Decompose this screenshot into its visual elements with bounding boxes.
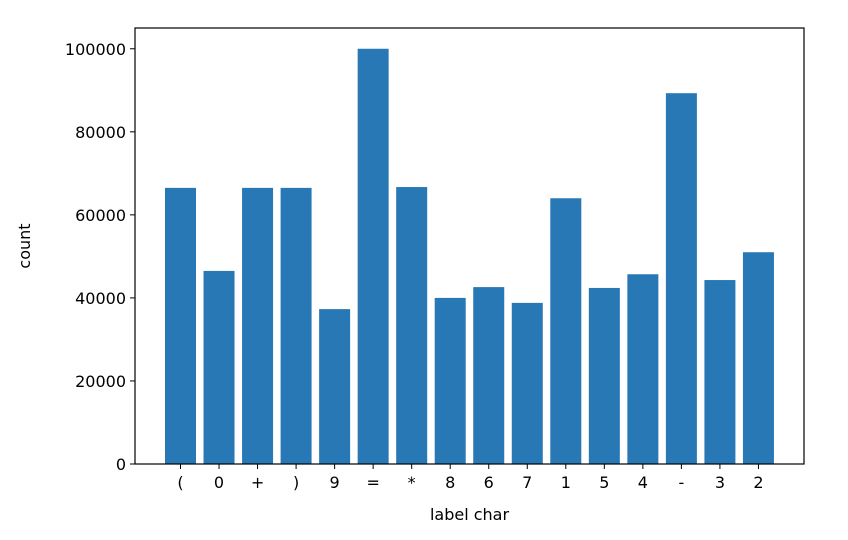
bar-13 <box>665 93 697 464</box>
y-axis-ticks: 0 20000 40000 60000 80000 100000 <box>65 40 135 474</box>
bars-group <box>165 48 774 465</box>
plot-area <box>135 28 804 464</box>
y-tick-label: 20000 <box>75 372 126 391</box>
bar-8 <box>473 287 505 464</box>
bar-5 <box>357 48 389 464</box>
bar-2 <box>242 187 274 464</box>
x-tick-label: 6 <box>484 473 494 492</box>
bar-0 <box>165 187 196 464</box>
plot-frame <box>134 27 805 465</box>
x-tick-label: * <box>408 473 416 492</box>
x-tick-label: 4 <box>638 473 648 492</box>
x-tick-label: 8 <box>445 473 455 492</box>
bar-10 <box>550 198 582 464</box>
bar-11 <box>588 287 620 464</box>
bar-15 <box>742 252 774 464</box>
bar-7 <box>434 297 466 464</box>
x-axis-label: label char <box>430 505 510 524</box>
y-axis-label: count <box>15 223 34 268</box>
x-tick-label: 5 <box>599 473 609 492</box>
y-tick-label: 0 <box>116 455 126 474</box>
y-tick-label: 60000 <box>75 206 126 225</box>
x-tick-label: ( <box>177 473 183 492</box>
bar-4 <box>319 309 351 464</box>
bar-1 <box>203 270 235 464</box>
x-tick-label: 1 <box>561 473 571 492</box>
bar-9 <box>511 302 543 464</box>
x-tick-label: = <box>366 473 379 492</box>
x-tick-label: 3 <box>715 473 725 492</box>
x-tick-label: 9 <box>330 473 340 492</box>
bar-12 <box>627 274 659 464</box>
y-tick-label: 100000 <box>65 40 126 59</box>
x-tick-label: 7 <box>522 473 532 492</box>
y-tick-label: 40000 <box>75 289 126 308</box>
x-tick-label: ) <box>293 473 299 492</box>
x-tick-label: + <box>251 473 264 492</box>
x-tick-label: - <box>678 473 684 492</box>
x-tick-label: 2 <box>753 473 763 492</box>
bar-14 <box>704 280 736 464</box>
bar-3 <box>280 187 312 464</box>
y-tick-label: 80000 <box>75 123 126 142</box>
x-axis-ticks: (0 +) 9 = * 8 6 7 1 5 4 - 3 2 <box>177 464 764 492</box>
bar-6 <box>396 187 428 465</box>
x-tick-label: 0 <box>214 473 224 492</box>
